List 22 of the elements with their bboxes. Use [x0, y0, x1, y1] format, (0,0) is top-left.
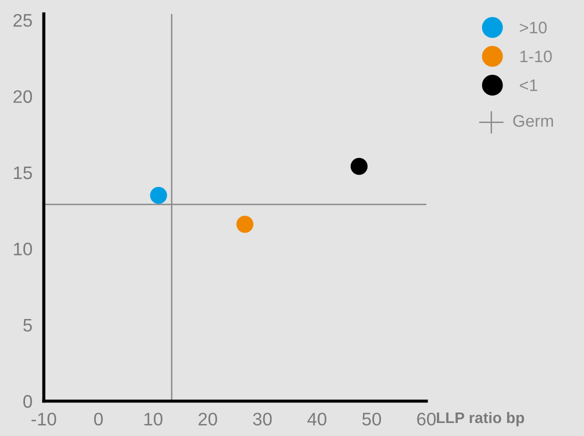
- y-tick-label: 10: [14, 242, 32, 256]
- point: [350, 158, 368, 175]
- text: Germ: [513, 115, 553, 127]
- y-tick-label: 0: [23, 395, 32, 408]
- y-tick-label: 20: [14, 90, 32, 103]
- x-tick-label: -10: [32, 412, 56, 426]
- legend-label: 1-10: [520, 50, 552, 62]
- x-axis-title: LLP ratio bp: [436, 412, 524, 426]
- x-tick-label: 40: [307, 412, 326, 426]
- point: [236, 216, 254, 233]
- x-tick-label: 60: [417, 412, 436, 426]
- y-tick-label: 15: [14, 166, 32, 180]
- legend-label: <1: [520, 80, 538, 92]
- y-tick-label: 25: [14, 14, 32, 27]
- point: [150, 186, 168, 204]
- x-tick-label: 20: [198, 412, 218, 426]
- x-tick-label: 10: [144, 412, 162, 426]
- x-tick-label: 30: [253, 412, 272, 426]
- y-tick-label: 5: [23, 319, 32, 332]
- legend-label: >10: [520, 22, 547, 34]
- x-tick-label: 0: [94, 412, 103, 426]
- x-tick-label: 50: [362, 412, 382, 426]
